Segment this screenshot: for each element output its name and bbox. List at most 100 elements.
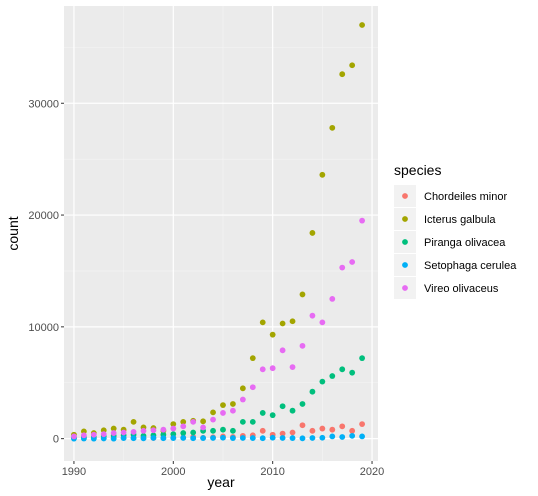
data-point <box>249 384 256 391</box>
data-point <box>180 435 187 441</box>
data-point <box>299 401 306 407</box>
data-point <box>249 418 256 425</box>
data-point <box>339 71 346 78</box>
data-point <box>130 429 137 435</box>
x-tick-label: 2010 <box>260 466 284 478</box>
data-point <box>259 427 266 434</box>
data-point <box>289 407 296 414</box>
data-point <box>120 429 127 436</box>
legend-marker <box>402 262 408 268</box>
data-point <box>259 366 266 373</box>
data-point <box>269 412 276 419</box>
legend-marker <box>402 216 408 222</box>
data-point <box>249 435 256 441</box>
data-point <box>239 418 246 425</box>
data-point <box>309 435 316 441</box>
data-point <box>160 426 167 433</box>
data-point <box>349 62 356 69</box>
legend-item: Piranga olivacea <box>394 231 506 253</box>
data-point <box>120 435 127 441</box>
data-point <box>200 418 207 425</box>
data-point <box>339 264 346 271</box>
x-tick-label: 1990 <box>62 466 86 478</box>
data-point <box>289 318 296 325</box>
data-point <box>329 373 336 379</box>
data-point <box>319 425 326 432</box>
data-point <box>210 416 216 423</box>
data-point <box>299 422 306 429</box>
legend: species Chordeiles minor Icterus galbula P… <box>394 162 517 299</box>
legend-items: Chordeiles minor Icterus galbula Piranga o… <box>394 185 517 299</box>
data-point <box>130 435 137 442</box>
data-point <box>150 435 157 441</box>
data-point <box>190 418 197 425</box>
data-point <box>269 331 276 338</box>
x-axis-title: year <box>207 474 235 490</box>
legend-item: Setophaga cerulea <box>394 254 517 276</box>
data-point <box>80 432 87 439</box>
data-point <box>230 401 236 407</box>
data-point <box>289 364 296 370</box>
legend-item: Vireo olivaceus <box>394 277 499 299</box>
data-point <box>289 435 296 441</box>
data-point <box>180 418 187 425</box>
data-point <box>279 347 286 354</box>
data-point <box>230 435 236 441</box>
data-point <box>349 427 356 434</box>
data-point <box>170 425 177 432</box>
y-tick-label: 10000 <box>28 322 59 334</box>
legend-marker <box>402 285 408 291</box>
data-point <box>220 426 226 433</box>
data-point <box>319 319 326 326</box>
data-point <box>319 171 326 178</box>
data-point <box>210 435 216 441</box>
data-point <box>230 427 236 434</box>
data-point <box>259 435 266 442</box>
data-points <box>71 22 366 442</box>
data-point <box>110 425 117 432</box>
data-point <box>309 427 316 434</box>
legend-label: Icterus galbula <box>424 214 496 226</box>
data-point <box>329 433 336 440</box>
y-tick-label: 0 <box>53 434 59 446</box>
data-point <box>319 378 326 385</box>
data-point <box>200 424 207 431</box>
data-point <box>329 295 336 302</box>
legend-label: Vireo olivaceus <box>424 283 499 295</box>
data-point <box>180 430 187 436</box>
data-point <box>180 423 187 430</box>
data-point <box>190 435 197 442</box>
data-point <box>100 431 107 438</box>
data-point <box>170 421 177 428</box>
data-point <box>359 217 366 224</box>
data-point <box>110 430 117 436</box>
data-point <box>140 435 147 442</box>
x-axis-ticks: 1990 2000 2010 2020 <box>62 461 384 478</box>
data-point <box>279 320 286 327</box>
data-point <box>140 427 147 434</box>
minor-gridlines <box>64 6 378 461</box>
data-point <box>239 435 246 441</box>
data-point <box>279 430 286 437</box>
plot-panel <box>64 6 378 461</box>
data-point <box>249 355 256 362</box>
data-point <box>339 366 346 373</box>
y-axis-ticks: 0 10000 20000 30000 <box>28 98 64 446</box>
data-point <box>220 410 226 416</box>
data-point <box>329 124 336 131</box>
data-point <box>359 433 366 440</box>
legend-marker <box>402 239 408 245</box>
legend-title: species <box>394 162 441 178</box>
legend-label: Setophaga cerulea <box>424 260 517 272</box>
data-point <box>349 259 356 265</box>
data-point <box>359 421 366 428</box>
data-point <box>210 427 216 434</box>
data-point <box>170 435 177 441</box>
data-point <box>329 426 336 433</box>
legend-marker <box>402 193 408 199</box>
y-tick-label: 30000 <box>28 98 59 110</box>
data-point <box>269 365 276 372</box>
data-point <box>110 435 117 442</box>
data-point <box>279 435 286 441</box>
